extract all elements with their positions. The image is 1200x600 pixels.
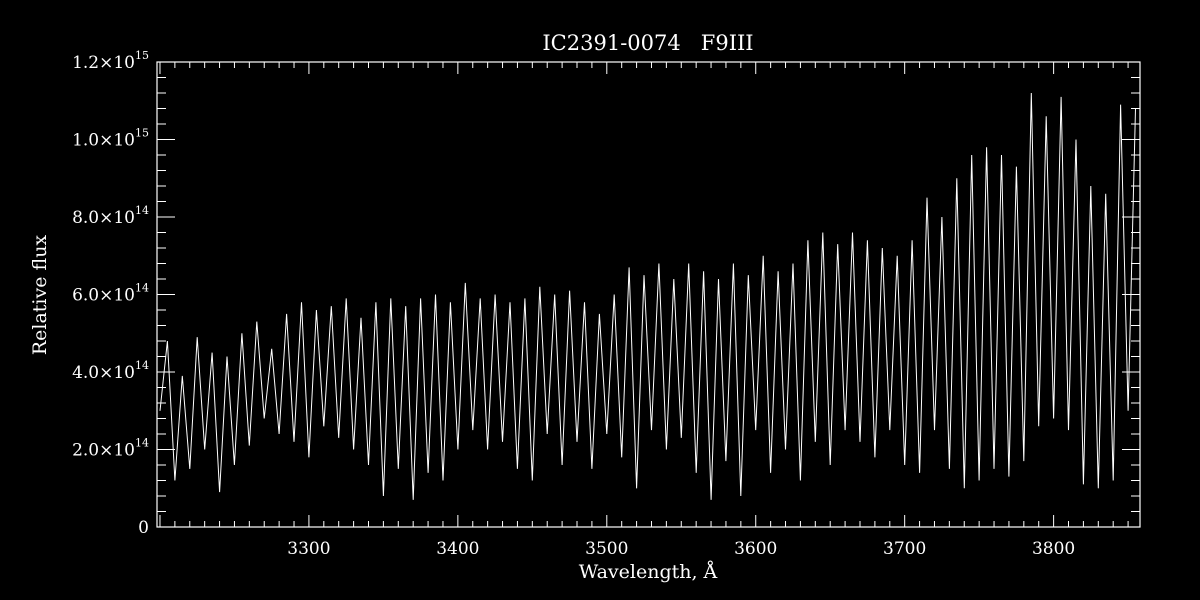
plot-frame <box>156 61 1141 528</box>
y-tick-mantissa: 8.0×10 <box>72 208 135 228</box>
spectrum-series <box>159 92 1136 500</box>
y-axis-title: Relative flux <box>29 235 51 356</box>
y-tick-label: 144.0×10 <box>72 359 149 383</box>
x-tick-label: 3400 <box>436 539 479 559</box>
y-tick-label: 151.2×10 <box>72 49 149 73</box>
spectrum-line-0 <box>159 92 1136 500</box>
y-tick-mantissa: 0 <box>138 518 149 538</box>
chart-title: IC2391-0074 F9III <box>542 31 753 55</box>
x-tick-label: 3500 <box>585 539 628 559</box>
x-axis-title: Wavelength, Å <box>579 561 718 583</box>
x-tick-label: 3800 <box>1032 539 1075 559</box>
x-tick-label: 3600 <box>734 539 777 559</box>
y-tick-mantissa: 4.0×10 <box>72 363 135 383</box>
y-tick-exponent: 15 <box>135 49 149 62</box>
y-tick-exponent: 14 <box>135 359 149 372</box>
y-tick-exponent: 14 <box>135 204 149 217</box>
y-tick-exponent: 14 <box>135 437 149 450</box>
y-tick-mantissa: 1.2×10 <box>72 53 135 73</box>
y-tick-label: 0 <box>138 518 149 538</box>
y-tick-label: 142.0×10 <box>72 437 149 461</box>
y-tick-exponent: 14 <box>135 282 149 295</box>
y-tick-mantissa: 6.0×10 <box>72 286 135 306</box>
y-tick-exponent: 15 <box>135 127 149 140</box>
tick-labels: 3300 3400 3500 3600 3700 38000142.0×10144.0×1… <box>72 49 1075 559</box>
x-tick-label: 3700 <box>883 539 926 559</box>
y-tick-label: 146.0×10 <box>72 282 149 306</box>
y-tick-label: 148.0×10 <box>72 204 149 228</box>
x-tick-label: 3300 <box>287 539 330 559</box>
y-tick-mantissa: 2.0×10 <box>72 441 135 461</box>
y-tick-label: 151.0×10 <box>72 127 149 151</box>
y-tick-mantissa: 1.0×10 <box>72 131 135 151</box>
